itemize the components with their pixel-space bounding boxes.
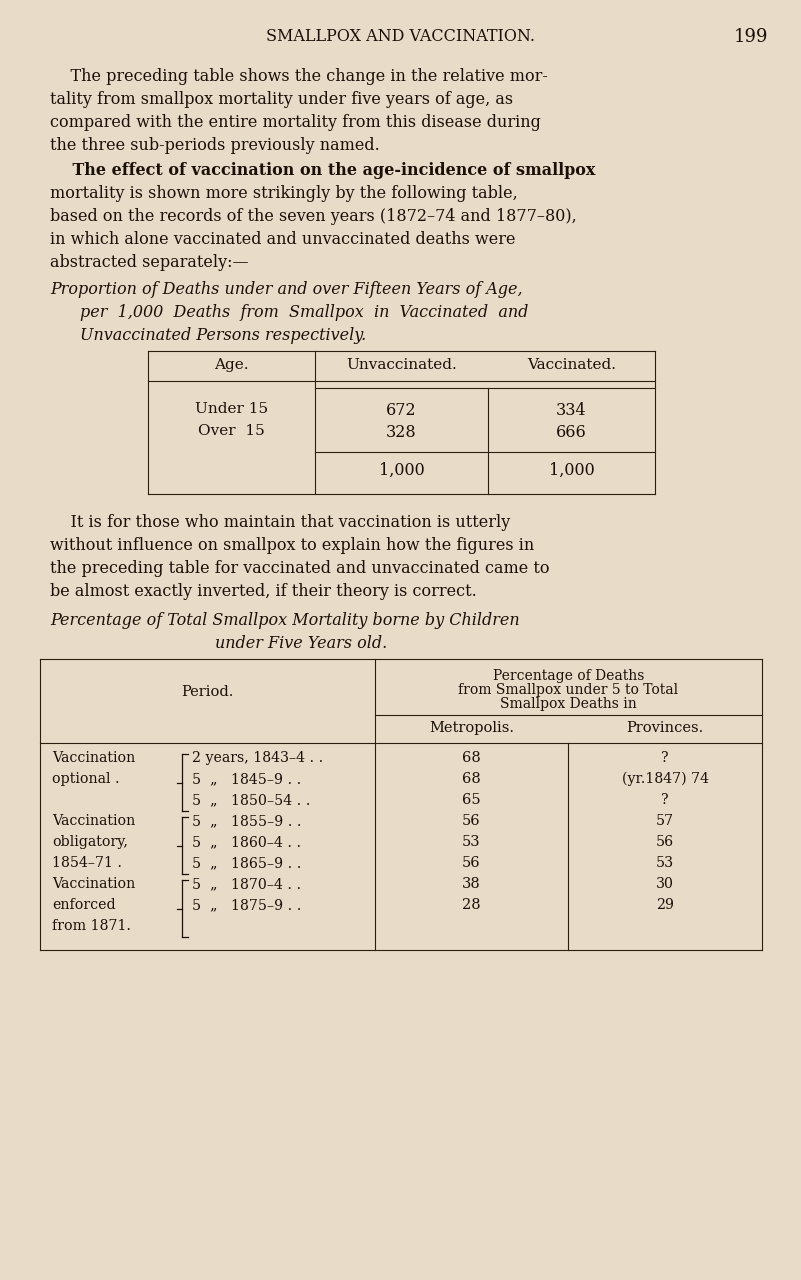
Text: (yr.1847) 74: (yr.1847) 74 <box>622 772 709 786</box>
Text: Vaccination: Vaccination <box>52 877 135 891</box>
Text: 29: 29 <box>656 899 674 911</box>
Text: 666: 666 <box>556 424 587 442</box>
Text: 56: 56 <box>656 835 674 849</box>
Text: per  1,000  Deaths  from  Smallpox  in  Vaccinated  and: per 1,000 Deaths from Smallpox in Vaccin… <box>80 303 529 321</box>
Text: Smallpox Deaths in: Smallpox Deaths in <box>500 698 637 710</box>
Text: 53: 53 <box>462 835 481 849</box>
Text: be almost exactly inverted, if their theory is correct.: be almost exactly inverted, if their the… <box>50 582 477 600</box>
Text: Under 15: Under 15 <box>195 402 268 416</box>
Text: in which alone vaccinated and unvaccinated deaths were: in which alone vaccinated and unvaccinat… <box>50 230 516 248</box>
Text: based on the records of the seven years (1872–74 and 1877–80),: based on the records of the seven years … <box>50 207 577 225</box>
Text: Percentage of Deaths: Percentage of Deaths <box>493 669 644 684</box>
Text: 56: 56 <box>462 814 481 828</box>
Text: The effect of vaccination on the age-incidence of smallpox: The effect of vaccination on the age-inc… <box>50 163 595 179</box>
Text: SMALLPOX AND VACCINATION.: SMALLPOX AND VACCINATION. <box>265 28 534 45</box>
Text: Percentage of Total Smallpox Mortality borne by Children: Percentage of Total Smallpox Mortality b… <box>50 612 520 628</box>
Text: 56: 56 <box>462 856 481 870</box>
Text: the three sub-periods previously named.: the three sub-periods previously named. <box>50 137 380 154</box>
Text: 5  „   1850–54 . .: 5 „ 1850–54 . . <box>192 794 310 806</box>
Text: 2 years, 1843–4 . .: 2 years, 1843–4 . . <box>192 751 324 765</box>
Text: Age.: Age. <box>214 358 249 372</box>
Text: 38: 38 <box>462 877 481 891</box>
Text: The preceding table shows the change in the relative mor-: The preceding table shows the change in … <box>50 68 548 84</box>
Text: 5  „   1875–9 . .: 5 „ 1875–9 . . <box>192 899 301 911</box>
Text: 65: 65 <box>462 794 481 806</box>
Text: under Five Years old.: under Five Years old. <box>215 635 387 652</box>
Text: 334: 334 <box>556 402 587 419</box>
Text: 68: 68 <box>462 751 481 765</box>
Text: 57: 57 <box>656 814 674 828</box>
Text: Metropolis.: Metropolis. <box>429 721 514 735</box>
Text: abstracted separately:—: abstracted separately:— <box>50 253 248 271</box>
Text: 1,000: 1,000 <box>549 462 594 479</box>
Text: 5  „   1860–4 . .: 5 „ 1860–4 . . <box>192 835 301 849</box>
Text: 28: 28 <box>462 899 481 911</box>
Text: ?: ? <box>662 751 669 765</box>
Text: 328: 328 <box>386 424 417 442</box>
Text: Provinces.: Provinces. <box>626 721 703 735</box>
Text: 5  „   1845–9 . .: 5 „ 1845–9 . . <box>192 772 301 786</box>
Text: 53: 53 <box>656 856 674 870</box>
Text: It is for those who maintain that vaccination is utterly: It is for those who maintain that vaccin… <box>50 515 510 531</box>
Text: Over  15: Over 15 <box>198 424 265 438</box>
Text: enforced: enforced <box>52 899 115 911</box>
Text: 1,000: 1,000 <box>379 462 425 479</box>
Text: Unvaccinated.: Unvaccinated. <box>346 358 457 372</box>
Text: ?: ? <box>662 794 669 806</box>
Text: Unvaccinated Persons respectively.: Unvaccinated Persons respectively. <box>80 326 366 344</box>
Text: 1854–71 .: 1854–71 . <box>52 856 122 870</box>
Text: 672: 672 <box>386 402 417 419</box>
Text: Vaccination: Vaccination <box>52 814 135 828</box>
Text: 5  „   1870–4 . .: 5 „ 1870–4 . . <box>192 877 301 891</box>
Text: Vaccinated.: Vaccinated. <box>527 358 616 372</box>
Text: Vaccination: Vaccination <box>52 751 135 765</box>
Text: 5  „   1865–9 . .: 5 „ 1865–9 . . <box>192 856 301 870</box>
Text: tality from smallpox mortality under five years of age, as: tality from smallpox mortality under fiv… <box>50 91 513 108</box>
Text: from 1871.: from 1871. <box>52 919 131 933</box>
Text: 30: 30 <box>656 877 674 891</box>
Text: obligatory,: obligatory, <box>52 835 128 849</box>
Text: 68: 68 <box>462 772 481 786</box>
Text: Period.: Period. <box>181 685 234 699</box>
Text: 5  „   1855–9 . .: 5 „ 1855–9 . . <box>192 814 301 828</box>
Text: 199: 199 <box>734 28 768 46</box>
Text: compared with the entire mortality from this disease during: compared with the entire mortality from … <box>50 114 541 131</box>
Text: without influence on smallpox to explain how the figures in: without influence on smallpox to explain… <box>50 538 534 554</box>
Text: the preceding table for vaccinated and unvaccinated came to: the preceding table for vaccinated and u… <box>50 561 549 577</box>
Text: Proportion of Deaths under and over Fifteen Years of Age,: Proportion of Deaths under and over Fift… <box>50 282 522 298</box>
Text: mortality is shown more strikingly by the following table,: mortality is shown more strikingly by th… <box>50 186 517 202</box>
Text: optional .: optional . <box>52 772 119 786</box>
Text: from Smallpox under 5 to Total: from Smallpox under 5 to Total <box>458 684 678 698</box>
